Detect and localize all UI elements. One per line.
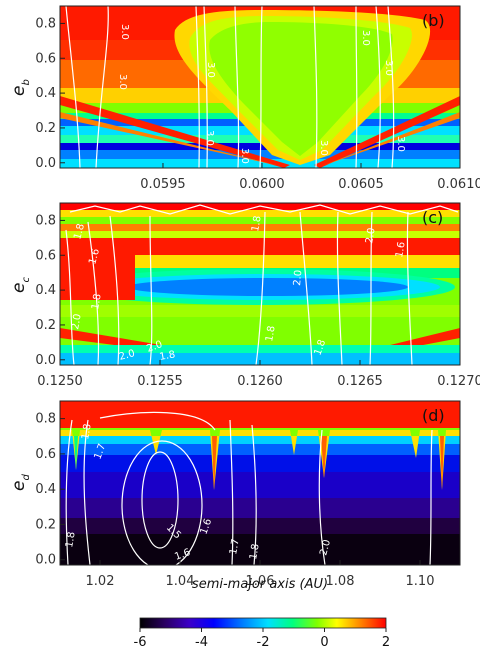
y-tick-label: 0.4 (35, 86, 56, 101)
contour-label: 1.8 (248, 543, 262, 561)
contour-label: 2.0 (118, 348, 136, 363)
y-tick-label: 0.8 (35, 213, 56, 228)
contour-label: 3.0 (395, 136, 406, 152)
x-tick-label: 0.1270 (437, 374, 480, 389)
panel-b-ylabel-sub: b (21, 79, 32, 85)
contour-label: 1.8 (72, 223, 87, 241)
x-tick-label: 1.02 (86, 574, 115, 589)
x-tick-label: 1.08 (326, 574, 355, 589)
y-tick-label: 0.0 (35, 553, 56, 568)
contour-label: 2.0 (292, 269, 304, 286)
colorbar-tick-label: -6 (134, 635, 147, 650)
panel-d-label: (d) (422, 406, 445, 425)
contour-label: 1.7 (92, 442, 108, 461)
contour-label: 3.0 (360, 30, 371, 46)
contour-label: 2.0 (364, 227, 378, 245)
panel-c-ylabel-var: e (9, 283, 29, 293)
colorbar (139, 617, 387, 629)
panel-c-ylabel-sub: c (21, 277, 32, 283)
colorbar-tick-label: 2 (382, 635, 390, 650)
x-axis-label: semi-major axis (AU) (192, 577, 328, 592)
contour-label: 1.6 (173, 547, 192, 563)
contour-label: 1.8 (90, 293, 104, 311)
y-tick-label: 0.8 (35, 412, 56, 427)
x-tick-label: 0.1250 (37, 374, 83, 389)
y-tick-label: 0.8 (35, 16, 56, 31)
panel-b (60, 6, 460, 168)
contour-label: 1.8 (312, 338, 328, 357)
contour-label: 1.8 (250, 215, 264, 233)
panel-b-ylabel: eb (9, 79, 32, 96)
panel-b-ylabel-var: e (9, 86, 29, 96)
contour-label: 1.8 (64, 531, 78, 549)
x-tick-label: 0.0600 (239, 177, 285, 192)
contour-label: 3.0 (119, 24, 130, 40)
contour-label: 1.6 (394, 241, 408, 259)
contour-label: 3.0 (383, 60, 394, 76)
y-tick-label: 0.0 (35, 353, 56, 368)
y-tick-label: 0.2 (35, 121, 56, 136)
panel-c-contour-labels: 1.8 1.6 2.0 1.8 2.0 1.8 1.8 2.0 1.8 2.0 … (70, 215, 408, 363)
colorbar-tick-label: 0 (320, 635, 328, 650)
panel-d-ylabel-sub: d (21, 474, 32, 481)
axes: 0.0595 0.0600 0.0605 0.0610 0.0 0.2 0.4 0.6 0.8 0… (35, 16, 480, 589)
contour-label: 2.0 (145, 339, 164, 355)
contour-label: 1.8 (80, 423, 94, 441)
panel-b-contours (65, 6, 395, 168)
x-tick-label: 1.04 (166, 574, 195, 589)
panel-c-label: (c) (422, 208, 443, 227)
contour-label: 1.6 (87, 248, 102, 266)
contour-label: 3.0 (117, 74, 128, 90)
contour-label: 2.0 (318, 539, 333, 557)
contour-label: 1.8 (159, 349, 177, 363)
contour-label: 1.8 (264, 325, 278, 343)
panel-c-ylabel: ec (9, 277, 32, 293)
contour-label: 3.0 (239, 148, 250, 164)
panel-c-contours (65, 204, 459, 365)
panel-d-ylabel-var: e (9, 481, 29, 491)
x-tick-label: 0.0610 (437, 177, 480, 192)
x-tick-label: 0.1255 (137, 374, 183, 389)
y-tick-label: 0.2 (35, 517, 56, 532)
y-tick-label: 0.6 (35, 248, 56, 263)
panel-d-ylabel: ed (9, 474, 32, 491)
colorbar-ticks: -6 -4 -2 0 2 (134, 628, 390, 650)
panel-d-contours (65, 411, 433, 565)
y-tick-label: 0.2 (35, 318, 56, 333)
contour-label: 3.0 (204, 130, 215, 146)
x-tick-label: 1.10 (406, 574, 435, 589)
x-tick-label: 0.1260 (237, 374, 283, 389)
y-tick-label: 0.0 (35, 156, 56, 171)
x-tick-label: 0.0595 (140, 177, 186, 192)
panel-b-contour-labels: 3.0 3.0 3.0 3.0 3.0 3.0 3.0 3.0 3.0 (117, 24, 406, 164)
y-tick-label: 0.6 (35, 447, 56, 462)
contour-label: 3.0 (205, 62, 216, 78)
panel-d (60, 401, 460, 565)
colorbar-tick-label: -4 (195, 635, 208, 650)
y-tick-label: 0.4 (35, 283, 56, 298)
contour-label: 1.6 (198, 517, 214, 536)
x-tick-label: 1.06 (246, 574, 275, 589)
contour-label: 2.0 (70, 313, 84, 331)
contour-label: 3.0 (318, 140, 329, 156)
panel-b-frame (59, 5, 461, 169)
panel-c (60, 203, 460, 365)
y-tick-label: 0.6 (35, 51, 56, 66)
x-tick-label: 0.1265 (337, 374, 383, 389)
contour-label: 1.7 (228, 538, 242, 556)
x-tick-label: 0.0605 (338, 177, 384, 192)
panel-b-label: (b) (422, 11, 445, 30)
colorbar-tick-label: -2 (257, 635, 270, 650)
y-tick-label: 0.4 (35, 482, 56, 497)
